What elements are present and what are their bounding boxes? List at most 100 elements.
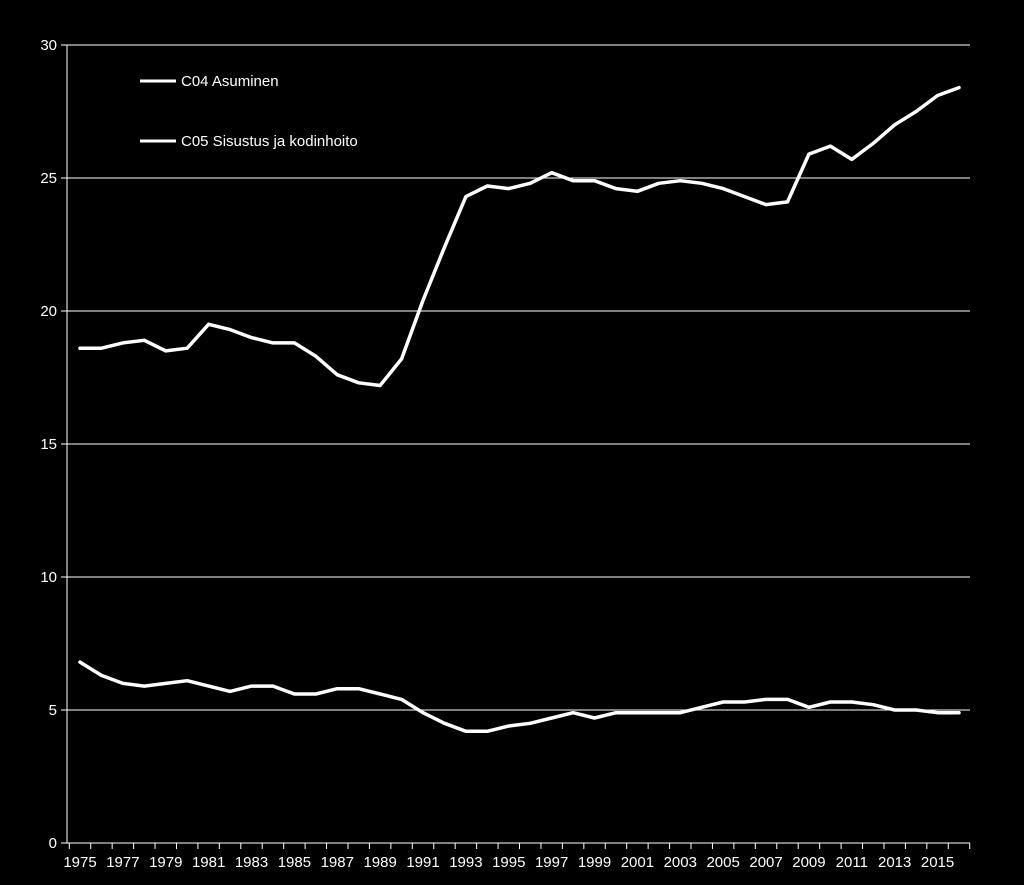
data-point-c04-1986 <box>314 354 318 358</box>
data-point-c04-1988 <box>357 381 361 385</box>
data-point-c05-1978 <box>142 684 146 688</box>
data-point-c05-1987 <box>335 687 339 691</box>
data-point-c05-1997 <box>550 716 554 720</box>
x-tick-label-2003: 2003 <box>664 854 697 871</box>
data-point-c05-2015 <box>936 711 940 715</box>
x-tick-label-2015: 2015 <box>921 854 954 871</box>
y-tick-label-15: 15 <box>40 436 57 453</box>
legend-label-c05: C05 Sisustus ja kodinhoito <box>181 133 358 150</box>
x-tick-label-1983: 1983 <box>235 854 268 871</box>
x-tick-label-1979: 1979 <box>149 854 182 871</box>
data-point-c04-2001 <box>635 189 639 193</box>
data-point-c05-1985 <box>292 692 296 696</box>
data-point-c04-1990 <box>400 357 404 361</box>
x-tick-label-1975: 1975 <box>63 854 96 871</box>
x-tick-label-2011: 2011 <box>836 854 868 871</box>
data-point-c05-2008 <box>785 697 789 701</box>
data-point-c04-1995 <box>507 187 511 191</box>
data-point-c04-1997 <box>550 171 554 175</box>
legend: C04 Asuminen C05 Sisustus ja kodinhoito <box>140 73 358 150</box>
data-point-c05-1999 <box>593 716 597 720</box>
data-point-c05-2004 <box>700 705 704 709</box>
data-point-c04-2008 <box>785 200 789 204</box>
data-point-c04-1989 <box>378 383 382 387</box>
data-point-c04-2000 <box>614 187 618 191</box>
data-point-c04-1985 <box>292 341 296 345</box>
data-point-c04-2005 <box>721 187 725 191</box>
data-point-c04-1979 <box>164 349 168 353</box>
data-point-c05-2003 <box>678 711 682 715</box>
data-point-c05-1977 <box>121 681 125 685</box>
data-point-c04-1983 <box>250 336 254 340</box>
data-point-c05-2010 <box>828 700 832 704</box>
series-line-c04-asuminen <box>78 85 961 388</box>
data-point-c05-2001 <box>635 711 639 715</box>
data-point-c04-2013 <box>893 123 897 127</box>
data-point-c04-2007 <box>764 203 768 207</box>
data-point-c04-1975 <box>78 346 82 350</box>
data-point-c05-1990 <box>400 697 404 701</box>
data-point-c05-1995 <box>507 724 511 728</box>
data-point-c04-2015 <box>936 94 940 98</box>
data-point-c04-2006 <box>743 195 747 199</box>
data-point-c05-1988 <box>357 687 361 691</box>
data-point-c04-2010 <box>828 144 832 148</box>
x-tick-label-1993: 1993 <box>449 854 482 871</box>
data-point-c05-2000 <box>614 711 618 715</box>
legend-label-c04: C04 Asuminen <box>181 73 279 90</box>
data-point-c04-2014 <box>914 110 918 113</box>
data-point-c05-1986 <box>314 692 318 696</box>
data-point-c04-1982 <box>228 328 232 332</box>
data-point-c05-1989 <box>378 692 382 696</box>
y-tick-label-10: 10 <box>40 569 57 586</box>
data-point-c04-2016 <box>957 86 961 90</box>
data-point-c05-2007 <box>764 697 768 701</box>
y-tick-label-30: 30 <box>40 37 57 54</box>
x-tick-label-1987: 1987 <box>321 854 354 871</box>
data-point-c04-1993 <box>464 195 468 199</box>
x-tick-label-2005: 2005 <box>706 854 739 871</box>
data-point-c04-1981 <box>207 322 211 326</box>
data-point-c05-1991 <box>421 711 425 715</box>
x-tick-label-1989: 1989 <box>363 854 396 871</box>
axes: 0 5 10 15 20 25 30 1975 1977 1979 1981 1983 1985 1987… <box>40 37 971 871</box>
data-point-c04-1996 <box>528 181 532 185</box>
x-tick-label-1991: 1991 <box>406 854 439 871</box>
data-point-c04-1991 <box>421 298 425 302</box>
data-point-c05-2014 <box>914 708 918 712</box>
data-point-c05-2016 <box>957 711 961 715</box>
data-point-c05-2005 <box>721 700 725 704</box>
data-point-c04-1994 <box>485 184 489 188</box>
data-point-c04-2011 <box>850 157 854 161</box>
x-tick-label-2013: 2013 <box>878 854 911 871</box>
x-tick-label-1995: 1995 <box>492 854 525 871</box>
data-point-c05-2009 <box>807 705 811 709</box>
data-point-c05-1975 <box>78 660 82 664</box>
data-point-c05-2002 <box>657 711 661 715</box>
x-tick-label-1977: 1977 <box>106 854 139 871</box>
x-tick-label-2009: 2009 <box>792 854 825 871</box>
data-point-c04-2009 <box>807 152 811 156</box>
data-point-c04-1978 <box>142 338 146 342</box>
data-point-c05-1994 <box>485 729 489 733</box>
data-point-c04-1992 <box>442 245 446 249</box>
y-tick-label-0: 0 <box>49 835 57 852</box>
data-point-c05-1976 <box>99 673 103 677</box>
y-tick-label-25: 25 <box>40 170 57 187</box>
data-point-c05-1980 <box>185 679 189 683</box>
data-point-c05-2012 <box>871 703 875 707</box>
y-tick-label-20: 20 <box>40 303 57 320</box>
data-point-c04-1984 <box>271 341 275 345</box>
data-point-c04-2004 <box>700 181 704 185</box>
series-line-c05-sisustus-ja-kodinhoito <box>78 660 961 734</box>
data-point-c04-1998 <box>571 179 575 183</box>
x-tick-label-1981: 1981 <box>192 854 225 871</box>
data-point-c04-1999 <box>593 179 597 183</box>
data-point-c04-1980 <box>185 346 189 350</box>
x-tick-label-2007: 2007 <box>749 854 782 871</box>
x-tick-label-1985: 1985 <box>278 854 311 871</box>
x-tick-label-1997: 1997 <box>535 854 568 871</box>
data-point-c05-1982 <box>228 689 232 693</box>
